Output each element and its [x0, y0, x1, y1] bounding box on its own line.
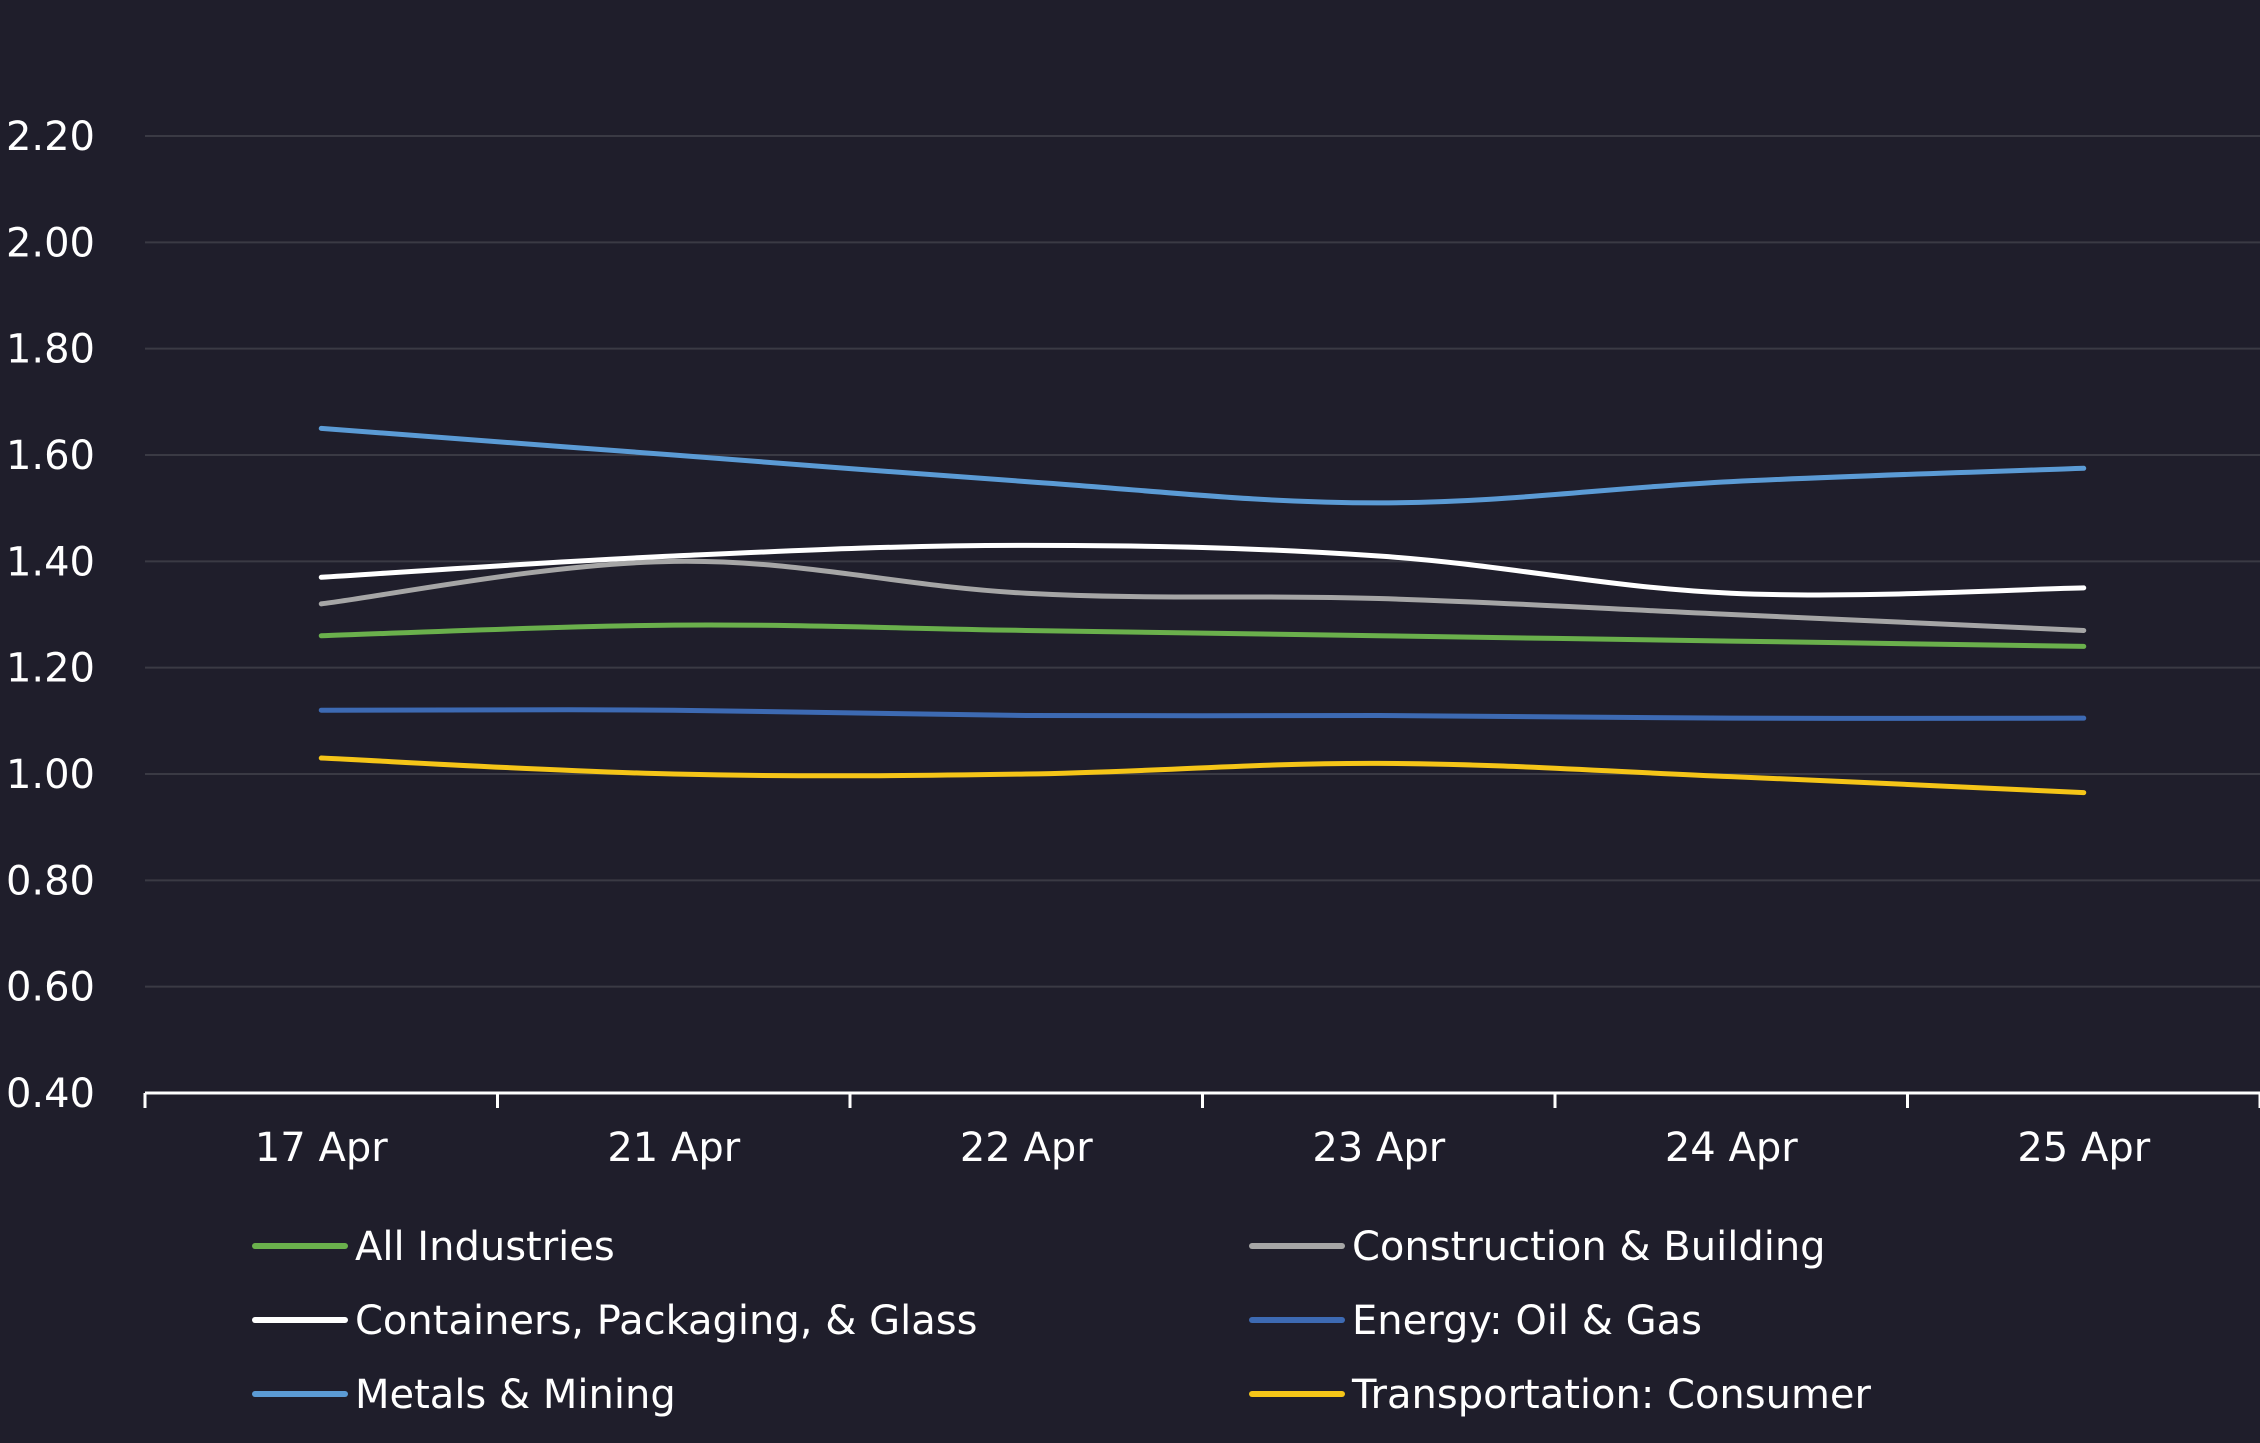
x-tick-label: 25 Apr [2017, 1125, 2150, 1171]
legend-item-energy-oil-gas: Energy: Oil & Gas [1249, 1298, 1702, 1344]
y-tick-label: 0.60 [6, 965, 95, 1011]
x-tick-label: 17 Apr [255, 1125, 388, 1171]
legend-label: Construction & Building [1352, 1224, 1826, 1270]
x-tick-label: 24 Apr [1665, 1125, 1798, 1171]
y-tick-label: 1.00 [6, 752, 95, 798]
series-line-construction-building [318, 558, 2087, 633]
series-lines [318, 425, 2087, 796]
x-tick-label: 22 Apr [960, 1125, 1093, 1171]
y-tick-label: 0.80 [6, 858, 95, 904]
y-tick-label: 1.60 [6, 433, 95, 479]
y-tick-label: 1.20 [6, 646, 95, 692]
y-tick-label: 1.40 [6, 539, 95, 585]
series-line-all-industries [318, 622, 2087, 649]
legend-item-construction-building: Construction & Building [1249, 1224, 1826, 1270]
x-tick-label: 21 Apr [607, 1125, 740, 1171]
y-tick-label: 2.20 [6, 114, 95, 160]
series-line-metals-mining [318, 425, 2087, 506]
legend-item-containers-packaging-glass: Containers, Packaging, & Glass [252, 1298, 977, 1344]
y-axis: 0.40 0.60 0.80 1.00 1.20 1.40 1.60 1.80 2.00 2.20 [6, 114, 95, 1117]
legend-label: Energy: Oil & Gas [1352, 1298, 1702, 1344]
y-tick-label: 0.40 [6, 1071, 95, 1117]
series-line-energy-oil-gas [318, 707, 2087, 721]
legend-item-metals-mining: Metals & Mining [252, 1372, 676, 1418]
legend-label: Containers, Packaging, & Glass [355, 1298, 977, 1344]
legend-item-all-industries: All Industries [252, 1224, 615, 1270]
y-tick-label: 1.80 [6, 327, 95, 373]
legend-item-transportation-consumer: Transportation: Consumer [1249, 1372, 1872, 1418]
legend-label: All Industries [355, 1224, 615, 1270]
x-tick-label: 23 Apr [1312, 1125, 1445, 1171]
series-line-containers-packaging-glass [318, 542, 2087, 598]
y-tick-label: 2.00 [6, 220, 95, 266]
series-line-transportation-consumer [318, 755, 2087, 796]
legend: All Industries Construction & Building Con… [252, 1224, 1872, 1418]
legend-label: Transportation: Consumer [1351, 1372, 1872, 1418]
x-axis: 17 Apr 21 Apr 22 Apr 23 Apr 24 Apr 25 Apr [143, 1091, 2260, 1171]
gridlines [145, 135, 2260, 988]
legend-label: Metals & Mining [355, 1372, 676, 1418]
